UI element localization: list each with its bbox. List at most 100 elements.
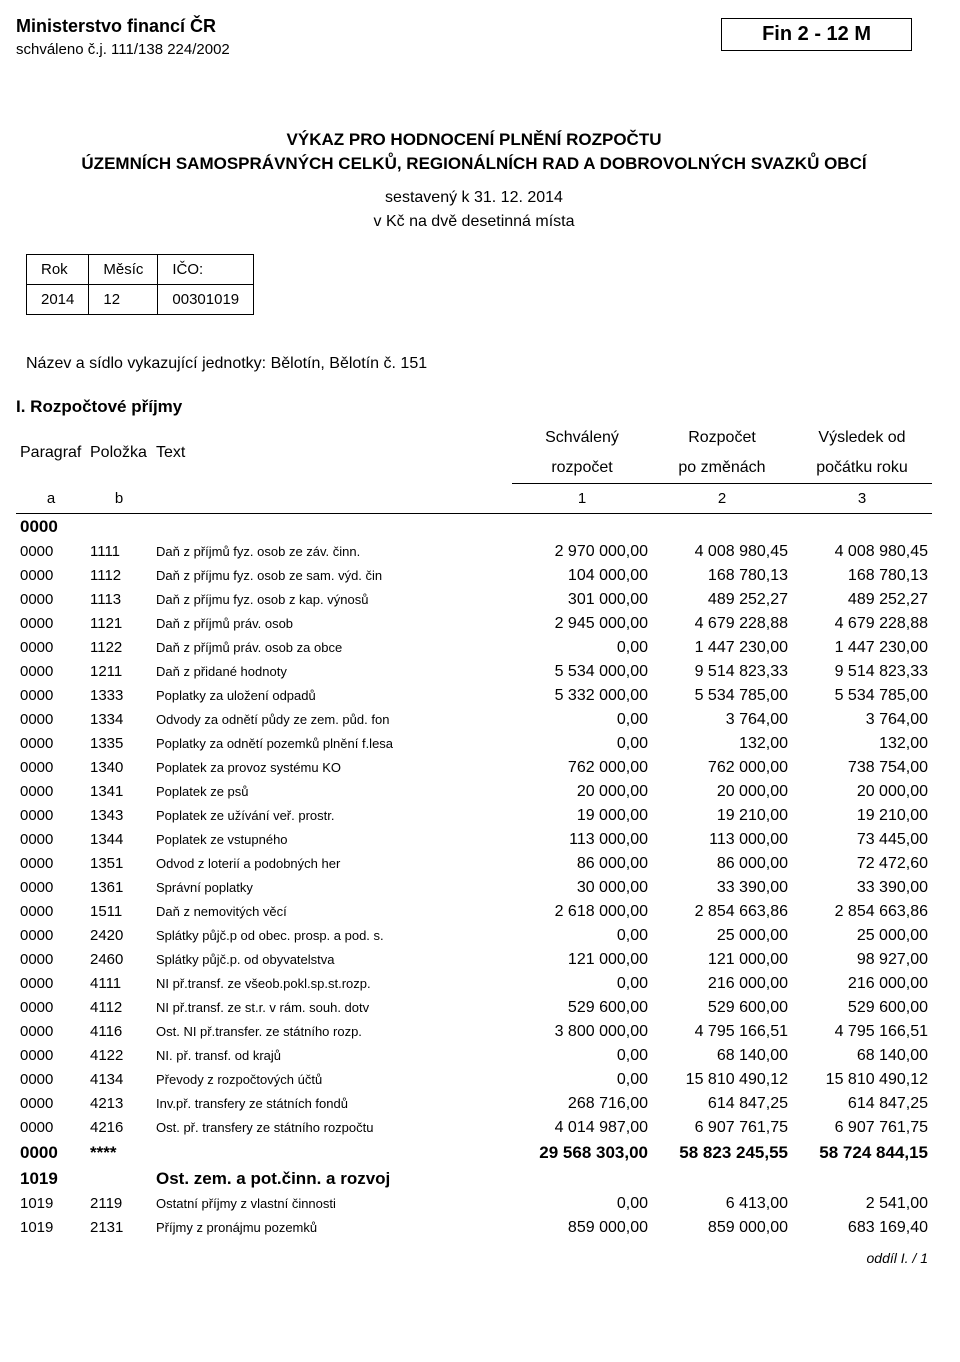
cell-v2: 6 413,00 xyxy=(652,1192,792,1216)
cell-v1: 0,00 xyxy=(512,924,652,948)
cell-v3: 6 907 761,75 xyxy=(792,1116,932,1140)
hdr-c3a: Výsledek od xyxy=(792,423,932,453)
cell-pol: 2420 xyxy=(86,924,152,948)
cell-txt: Poplatek ze vstupného xyxy=(152,828,512,852)
cell-v1: 0,00 xyxy=(512,1044,652,1068)
cell-txt: Daň z přidané hodnoty xyxy=(152,660,512,684)
cell-txt: Daň z příjmů práv. osob za obce xyxy=(152,636,512,660)
cell-v1: 0,00 xyxy=(512,972,652,996)
cell-v3: 33 390,00 xyxy=(792,876,932,900)
cell-txt: Splátky půjč.p. od obyvatelstva xyxy=(152,948,512,972)
period-month: 12 xyxy=(89,284,158,314)
hdr-c2a: Rozpočet xyxy=(652,423,792,453)
cell-v3: 2 541,00 xyxy=(792,1192,932,1216)
cell-v3: 15 810 490,12 xyxy=(792,1068,932,1092)
approved-label: schváleno č.j. 111/138 224/2002 xyxy=(16,41,230,58)
subtitle-block: sestavený k 31. 12. 2014 v Kč na dvě des… xyxy=(16,186,932,234)
cell-par: 0000 xyxy=(16,996,86,1020)
cell-v2: 15 810 490,12 xyxy=(652,1068,792,1092)
cell-v2: 58 823 245,55 xyxy=(652,1140,792,1166)
cell-v2: 9 514 823,33 xyxy=(652,660,792,684)
table-row: 00001334Odvody za odnětí půdy ze zem. pů… xyxy=(16,708,932,732)
cell-v2: 859 000,00 xyxy=(652,1216,792,1240)
page-footer: oddíl I. / 1 xyxy=(16,1250,928,1266)
cell-par: 0000 xyxy=(16,732,86,756)
cell-v3: 20 000,00 xyxy=(792,780,932,804)
cell-pol: 1343 xyxy=(86,804,152,828)
cell-par: 0000 xyxy=(16,588,86,612)
table-row: 10192131Příjmy z pronájmu pozemků859 000… xyxy=(16,1216,932,1240)
cell-txt: Ost. př. transfery ze státního rozpočtu xyxy=(152,1116,512,1140)
cell-txt: Převody z rozpočtových účtů xyxy=(152,1068,512,1092)
cell-v1: 0,00 xyxy=(512,636,652,660)
cell-v3: 738 754,00 xyxy=(792,756,932,780)
cell-par: 0000 xyxy=(16,684,86,708)
title-block: VÝKAZ PRO HODNOCENÍ PLNĚNÍ ROZPOČTU ÚZEM… xyxy=(16,128,932,176)
cell-v3: 5 534 785,00 xyxy=(792,684,932,708)
cell-v2: 2 854 663,86 xyxy=(652,900,792,924)
cell-par: 0000 xyxy=(16,612,86,636)
cell-v3: 132,00 xyxy=(792,732,932,756)
cell-par: 0000 xyxy=(16,780,86,804)
cell-v2: 4 795 166,51 xyxy=(652,1020,792,1044)
cell-pol: 4112 xyxy=(86,996,152,1020)
period-hdr-ico: IČO: xyxy=(158,254,254,284)
cell-v1: 529 600,00 xyxy=(512,996,652,1020)
cell-pol: 1122 xyxy=(86,636,152,660)
hdr-letter-a: a xyxy=(16,483,86,513)
cell-txt: Správní poplatky xyxy=(152,876,512,900)
cell-v1: 0,00 xyxy=(512,1192,652,1216)
table-row: 00001112Daň z příjmu fyz. osob ze sam. v… xyxy=(16,564,932,588)
table-row: 00001344Poplatek ze vstupného113 000,001… xyxy=(16,828,932,852)
cell-txt: Daň z příjmů fyz. osob ze záv. činn. xyxy=(152,540,512,564)
table-row: 00001111Daň z příjmů fyz. osob ze záv. č… xyxy=(16,540,932,564)
cell-v3: 683 169,40 xyxy=(792,1216,932,1240)
cell-pol: 1112 xyxy=(86,564,152,588)
cell-txt: NI př.transf. ze st.r. v rám. souh. dotv xyxy=(152,996,512,1020)
group-label: Ost. zem. a pot.činn. a rozvoj xyxy=(152,1166,932,1192)
cell-v2: 5 534 785,00 xyxy=(652,684,792,708)
cell-v1: 0,00 xyxy=(512,732,652,756)
cell-v1: 2 945 000,00 xyxy=(512,612,652,636)
cell-v3: 19 210,00 xyxy=(792,804,932,828)
cell-pol: 1211 xyxy=(86,660,152,684)
cell-v1: 20 000,00 xyxy=(512,780,652,804)
cell-pol: 1351 xyxy=(86,852,152,876)
cell-pol: 2460 xyxy=(86,948,152,972)
period-hdr-year: Rok xyxy=(27,254,89,284)
period-row: Rok Měsíc IČO: 2014 12 00301019 xyxy=(16,254,932,315)
period-table: Rok Měsíc IČO: 2014 12 00301019 xyxy=(26,254,254,315)
entity-line: Název a sídlo vykazující jednotky: Bělot… xyxy=(26,355,932,373)
table-row: 00001211Daň z přidané hodnoty5 534 000,0… xyxy=(16,660,932,684)
cell-v2: 20 000,00 xyxy=(652,780,792,804)
cell-par: 0000 xyxy=(16,1044,86,1068)
cell-par: 0000 xyxy=(16,1116,86,1140)
cell-v2: 121 000,00 xyxy=(652,948,792,972)
cell-v3: 614 847,25 xyxy=(792,1092,932,1116)
cell-v1: 121 000,00 xyxy=(512,948,652,972)
compiled-date: sestavený k 31. 12. 2014 xyxy=(16,186,932,210)
table-row: 00001333Poplatky za uložení odpadů5 332 … xyxy=(16,684,932,708)
cell-v1: 86 000,00 xyxy=(512,852,652,876)
cell-v1: 29 568 303,00 xyxy=(512,1140,652,1166)
cell-v3: 4 795 166,51 xyxy=(792,1020,932,1044)
cell-v2: 33 390,00 xyxy=(652,876,792,900)
cell-par: 0000 xyxy=(16,1092,86,1116)
table-row: 00002420Splátky půjč.p od obec. prosp. a… xyxy=(16,924,932,948)
cell-v1: 5 534 000,00 xyxy=(512,660,652,684)
group-par: 0000 xyxy=(16,513,86,540)
cell-v3: 25 000,00 xyxy=(792,924,932,948)
table-row: 00001511Daň z nemovitých věcí2 618 000,0… xyxy=(16,900,932,924)
hdr-text: Text xyxy=(152,423,512,484)
cell-v3: 168 780,13 xyxy=(792,564,932,588)
cell-par: 0000 xyxy=(16,924,86,948)
cell-v1: 859 000,00 xyxy=(512,1216,652,1240)
title-line-1: VÝKAZ PRO HODNOCENÍ PLNĚNÍ ROZPOČTU xyxy=(16,128,932,152)
table-row: 00001343Poplatek ze užívání veř. prostr.… xyxy=(16,804,932,828)
cell-pol: 4116 xyxy=(86,1020,152,1044)
cell-v2: 489 252,27 xyxy=(652,588,792,612)
cell-pol: 1121 xyxy=(86,612,152,636)
cell-v1: 268 716,00 xyxy=(512,1092,652,1116)
cell-v1: 0,00 xyxy=(512,1068,652,1092)
cell-v1: 2 970 000,00 xyxy=(512,540,652,564)
